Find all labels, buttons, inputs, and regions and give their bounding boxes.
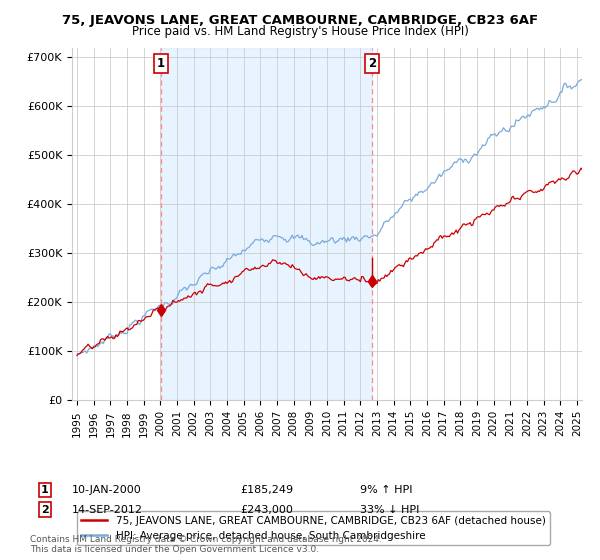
Text: Contains HM Land Registry data © Crown copyright and database right 2024.
This d: Contains HM Land Registry data © Crown c… — [30, 535, 382, 554]
Text: £185,249: £185,249 — [240, 485, 293, 495]
Text: 2: 2 — [368, 57, 376, 70]
Text: 9% ↑ HPI: 9% ↑ HPI — [360, 485, 413, 495]
Text: 14-SEP-2012: 14-SEP-2012 — [72, 505, 143, 515]
Text: 10-JAN-2000: 10-JAN-2000 — [72, 485, 142, 495]
Text: 33% ↓ HPI: 33% ↓ HPI — [360, 505, 419, 515]
Text: 1: 1 — [157, 57, 165, 70]
Text: 2: 2 — [41, 505, 49, 515]
Text: 75, JEAVONS LANE, GREAT CAMBOURNE, CAMBRIDGE, CB23 6AF: 75, JEAVONS LANE, GREAT CAMBOURNE, CAMBR… — [62, 14, 538, 27]
Legend: 75, JEAVONS LANE, GREAT CAMBOURNE, CAMBRIDGE, CB23 6AF (detached house), HPI: Av: 75, JEAVONS LANE, GREAT CAMBOURNE, CAMBR… — [77, 511, 550, 545]
Text: £243,000: £243,000 — [240, 505, 293, 515]
Bar — [161, 48, 372, 400]
Text: Price paid vs. HM Land Registry's House Price Index (HPI): Price paid vs. HM Land Registry's House … — [131, 25, 469, 38]
Text: 1: 1 — [41, 485, 49, 495]
